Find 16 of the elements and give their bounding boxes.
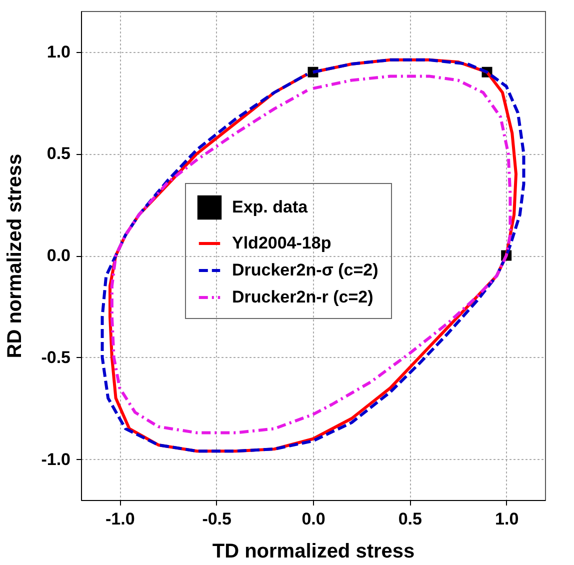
y-tick-label: 0.5 [46,144,70,164]
x-tick-label: 1.0 [495,510,519,528]
y-axis-title: RD normalized stress [4,154,26,358]
y-tick-label: 0.0 [46,246,70,265]
y-tick-label: -0.5 [41,348,70,367]
x-axis-title: TD normalized stress [212,540,415,562]
y-tick-label: -1.0 [41,450,70,469]
legend-label: Drucker2n-r (c=2) [232,288,374,306]
x-tick-label: 0.0 [302,510,326,528]
legend-label: Yld2004-18p [232,234,332,252]
y-tick-label: 1.0 [46,42,70,62]
x-tick-label: -0.5 [202,510,232,528]
legend-label: Drucker2n-σ (c=2) [232,260,378,280]
x-tick-label: 0.5 [398,510,422,528]
legend-label: Exp. data [232,198,308,216]
x-tick-label: -1.0 [106,510,135,528]
